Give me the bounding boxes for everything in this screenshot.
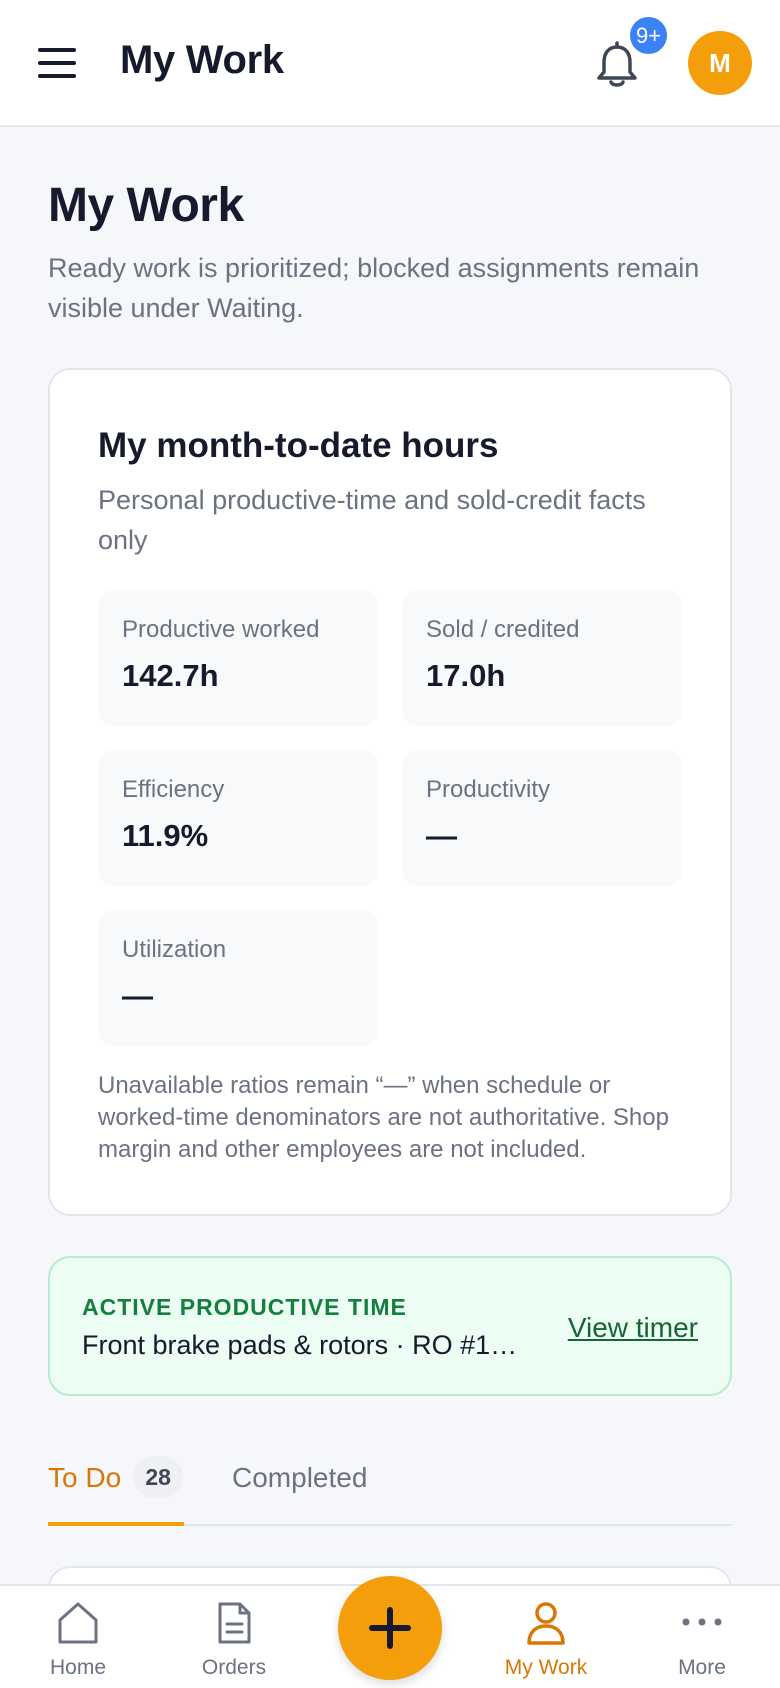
active-timer-eyebrow: ACTIVE PRODUCTIVE TIME bbox=[82, 1294, 407, 1320]
more-icon bbox=[682, 1618, 722, 1626]
metric-label: Sold / credited bbox=[426, 616, 580, 643]
work-tabs: To Do 28 Completed bbox=[48, 1430, 732, 1526]
metric-label: Efficiency bbox=[122, 776, 225, 803]
bell-icon[interactable] bbox=[594, 40, 640, 88]
active-timer-job: Front brake pads & rotors · RO #1… bbox=[82, 1330, 518, 1360]
person-icon bbox=[527, 1602, 565, 1645]
add-fab-button[interactable] bbox=[338, 1576, 442, 1680]
metric-sold-credited: Sold / credited 17.0h bbox=[402, 590, 682, 726]
view-timer-link[interactable]: View timer bbox=[567, 1312, 698, 1343]
page-title: My Work bbox=[48, 179, 244, 232]
tab-to-do-label: To Do bbox=[48, 1462, 122, 1493]
metric-value: — bbox=[426, 818, 457, 853]
nav-orders-label: Orders bbox=[201, 1656, 267, 1679]
metric-label: Utilization bbox=[122, 936, 227, 963]
nav-home[interactable]: Home bbox=[18, 1586, 138, 1688]
tab-to-do-count-badge: 28 bbox=[133, 1456, 184, 1498]
notification-badge: 9+ bbox=[628, 15, 669, 56]
home-icon bbox=[58, 1602, 98, 1644]
metric-label: Productivity bbox=[426, 776, 551, 803]
metric-value: 142.7h bbox=[122, 658, 219, 693]
tab-to-do[interactable]: To Do 28 bbox=[48, 1452, 184, 1526]
header-title: My Work bbox=[120, 38, 284, 82]
metric-label: Productive worked bbox=[122, 616, 320, 643]
metric-productive-worked: Productive worked 142.7h bbox=[98, 590, 378, 726]
hamburger-menu-icon[interactable] bbox=[38, 46, 76, 80]
metric-productivity: Productivity — bbox=[402, 750, 682, 886]
nav-my-work-label: My Work bbox=[504, 1656, 588, 1679]
top-bar: My Work 9+ M bbox=[0, 0, 780, 127]
hours-card-note: Unavailable ratios remain “—” when sched… bbox=[98, 1072, 669, 1163]
hours-card-subtitle: Personal productive-time and sold-credit… bbox=[98, 485, 646, 555]
tab-completed[interactable]: Completed bbox=[232, 1452, 367, 1526]
active-timer-banner: ACTIVE PRODUCTIVE TIME Front brake pads … bbox=[48, 1256, 732, 1396]
nav-more-label: More bbox=[678, 1656, 726, 1679]
page-subtitle: Ready work is prioritized; blocked assig… bbox=[48, 253, 700, 323]
metric-value: — bbox=[122, 978, 153, 1013]
nav-home-label: Home bbox=[49, 1656, 107, 1679]
metric-utilization: Utilization — bbox=[98, 910, 378, 1046]
metric-value: 17.0h bbox=[426, 658, 506, 693]
avatar[interactable]: M bbox=[688, 31, 752, 95]
nav-orders[interactable]: Orders bbox=[174, 1586, 294, 1688]
metric-efficiency: Efficiency 11.9% bbox=[98, 750, 378, 886]
metric-value: 11.9% bbox=[122, 818, 209, 853]
nav-my-work[interactable]: My Work bbox=[486, 1586, 606, 1688]
tab-completed-label: Completed bbox=[232, 1462, 368, 1493]
nav-more[interactable]: More bbox=[642, 1586, 762, 1688]
hours-card: My month-to-date hours Personal producti… bbox=[48, 368, 732, 1216]
document-icon bbox=[218, 1602, 251, 1644]
hours-card-title: My month-to-date hours bbox=[98, 426, 499, 465]
